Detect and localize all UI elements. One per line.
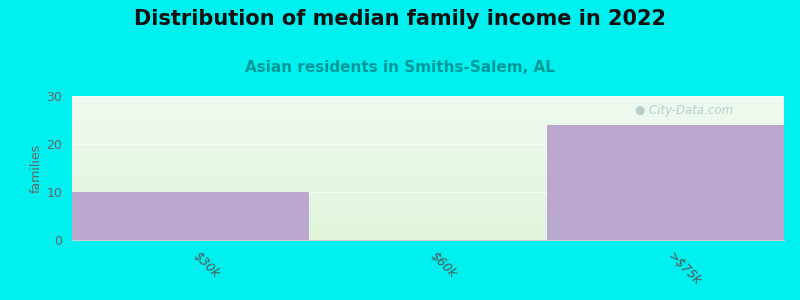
Bar [72,192,310,240]
Y-axis label: families: families [30,143,42,193]
Bar [546,125,784,240]
Text: Distribution of median family income in 2022: Distribution of median family income in … [134,9,666,29]
Text: Asian residents in Smiths-Salem, AL: Asian residents in Smiths-Salem, AL [245,60,555,75]
Text: ● City-Data.com: ● City-Data.com [635,104,734,117]
